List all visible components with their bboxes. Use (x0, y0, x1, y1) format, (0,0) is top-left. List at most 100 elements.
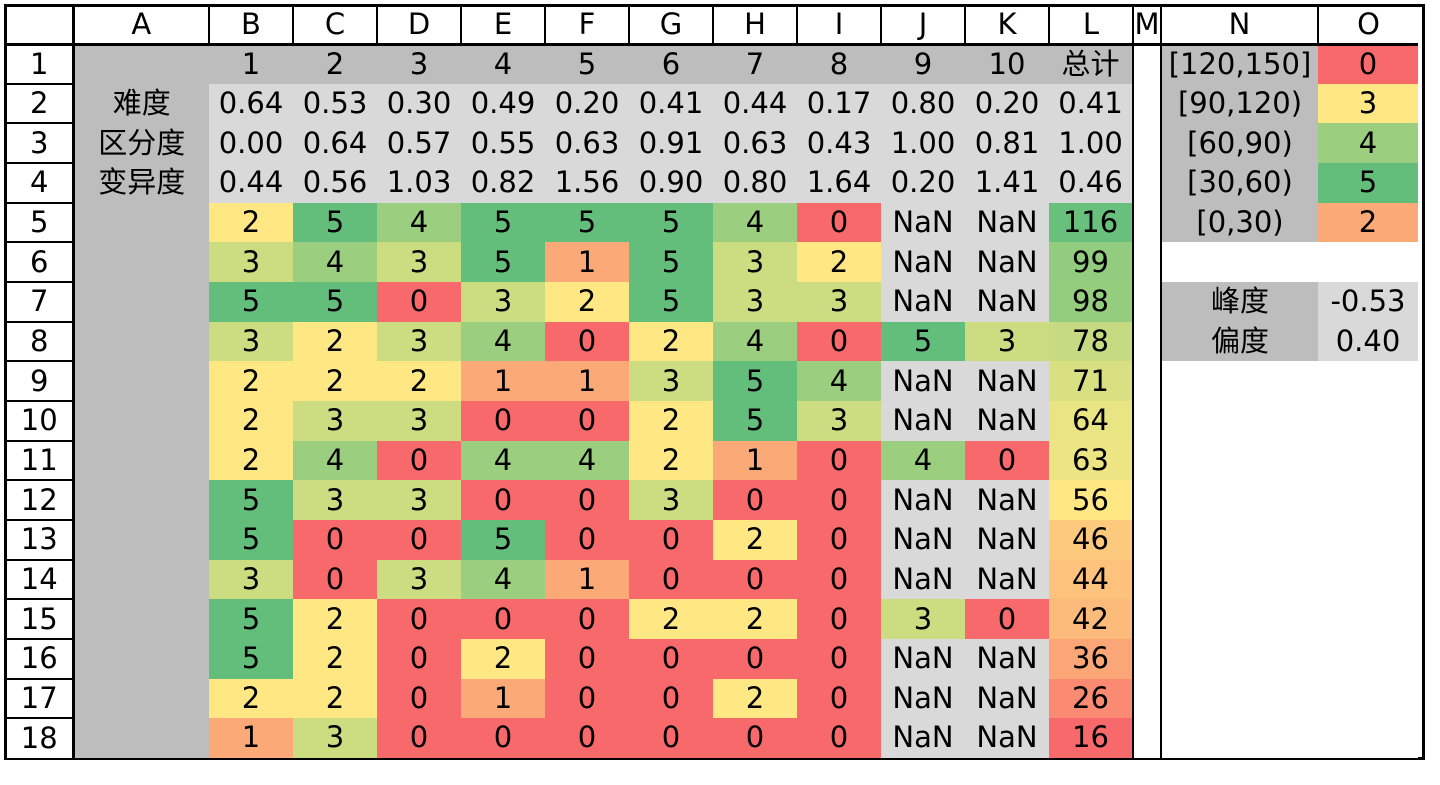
stat-cell[interactable]: 0.55 (461, 123, 545, 163)
score-cell[interactable]: 2 (629, 321, 713, 362)
score-cell[interactable]: 4 (713, 202, 797, 243)
cell[interactable] (1132, 242, 1162, 282)
question-number-cell[interactable]: 10 (965, 44, 1049, 84)
cell[interactable] (1132, 678, 1162, 719)
score-cell[interactable]: 0 (797, 440, 881, 481)
score-cell[interactable]: 2 (293, 678, 377, 719)
skewness-value-cell[interactable]: 0.40 (1318, 321, 1418, 362)
score-cell[interactable]: NaN (881, 559, 965, 600)
stat-cell[interactable]: 0.30 (377, 83, 461, 124)
score-cell[interactable]: 4 (881, 440, 965, 481)
cell[interactable] (1132, 638, 1162, 679)
score-cell[interactable]: 5 (461, 519, 545, 560)
score-cell[interactable]: 0 (629, 678, 713, 719)
row-header[interactable]: 4 (7, 161, 75, 203)
cell[interactable] (1132, 162, 1162, 203)
cell[interactable] (1132, 440, 1162, 481)
score-cell[interactable]: 2 (209, 400, 293, 441)
cell[interactable] (1132, 480, 1162, 520)
cell[interactable] (73, 321, 209, 362)
score-cell[interactable]: NaN (881, 718, 965, 758)
cell[interactable] (1161, 400, 1318, 441)
score-cell[interactable]: 5 (209, 519, 293, 560)
score-cell[interactable]: NaN (965, 519, 1049, 560)
cell[interactable] (73, 361, 209, 401)
row-header[interactable]: 11 (7, 439, 75, 481)
cell[interactable] (1318, 718, 1418, 758)
score-cell[interactable]: 4 (293, 440, 377, 481)
cell[interactable] (73, 440, 209, 481)
cell[interactable] (73, 242, 209, 282)
total-cell[interactable]: 71 (1049, 361, 1133, 401)
column-header-F[interactable]: F (544, 7, 629, 46)
stat-cell[interactable]: 0.57 (377, 123, 461, 163)
score-cell[interactable]: 0 (797, 718, 881, 758)
score-cell[interactable]: 5 (881, 321, 965, 362)
stat-cell[interactable]: 1.03 (377, 162, 461, 203)
score-cell[interactable]: 0 (713, 638, 797, 679)
total-cell[interactable]: 56 (1049, 480, 1133, 520)
score-cell[interactable]: 2 (293, 599, 377, 639)
cell[interactable] (1132, 599, 1162, 639)
range-count-cell[interactable]: 2 (1318, 202, 1418, 243)
cell[interactable] (1318, 599, 1418, 639)
score-cell[interactable]: 4 (377, 202, 461, 243)
score-cell[interactable]: 4 (293, 242, 377, 282)
score-cell[interactable]: NaN (965, 718, 1049, 758)
stat-cell[interactable]: 0.91 (629, 123, 713, 163)
score-cell[interactable]: 0 (629, 638, 713, 679)
total-cell[interactable]: 42 (1049, 599, 1133, 639)
score-cell[interactable]: 4 (713, 321, 797, 362)
stat-label-cell[interactable]: 难度 (73, 83, 209, 124)
score-cell[interactable]: 3 (377, 400, 461, 441)
score-cell[interactable]: 0 (377, 440, 461, 481)
column-header-O[interactable]: O (1317, 7, 1418, 46)
cell[interactable] (1318, 242, 1418, 282)
score-cell[interactable]: 2 (629, 440, 713, 481)
cell[interactable] (73, 599, 209, 639)
score-cell[interactable]: 0 (629, 559, 713, 600)
score-cell[interactable]: 3 (629, 480, 713, 520)
score-cell[interactable]: 0 (461, 480, 545, 520)
stat-cell[interactable]: 0.41 (1049, 83, 1133, 124)
question-number-cell[interactable]: 2 (293, 44, 377, 84)
score-cell[interactable]: 0 (545, 519, 629, 560)
score-cell[interactable]: 5 (629, 202, 713, 243)
stat-cell[interactable]: 1.56 (545, 162, 629, 203)
range-label-cell[interactable]: [90,120) (1161, 83, 1318, 124)
cell[interactable] (1132, 559, 1162, 600)
score-cell[interactable]: 0 (797, 599, 881, 639)
total-cell[interactable]: 116 (1049, 202, 1133, 243)
score-cell[interactable]: 3 (881, 599, 965, 639)
column-header-E[interactable]: E (460, 7, 545, 46)
range-label-cell[interactable]: [120,150] (1161, 44, 1318, 84)
stat-label-cell[interactable]: 区分度 (73, 123, 209, 163)
score-cell[interactable]: 3 (797, 400, 881, 441)
score-cell[interactable]: 2 (629, 599, 713, 639)
score-cell[interactable]: 3 (797, 281, 881, 322)
score-cell[interactable]: 5 (293, 202, 377, 243)
row-header[interactable]: 14 (7, 558, 75, 600)
stat-cell[interactable]: 0.44 (209, 162, 293, 203)
row-header[interactable]: 15 (7, 598, 75, 639)
score-cell[interactable]: 0 (797, 638, 881, 679)
score-cell[interactable]: 3 (377, 480, 461, 520)
score-cell[interactable]: NaN (965, 480, 1049, 520)
stat-cell[interactable]: 0.63 (545, 123, 629, 163)
cell[interactable] (1132, 361, 1162, 401)
score-cell[interactable]: 0 (377, 519, 461, 560)
score-cell[interactable]: 0 (461, 400, 545, 441)
cell[interactable] (1318, 361, 1418, 401)
total-cell[interactable]: 99 (1049, 242, 1133, 282)
score-cell[interactable]: 0 (377, 281, 461, 322)
cell[interactable] (1161, 638, 1318, 679)
row-header[interactable]: 6 (7, 241, 75, 282)
row-header[interactable]: 2 (7, 82, 75, 124)
score-cell[interactable]: 5 (293, 281, 377, 322)
stat-cell[interactable]: 0.43 (797, 123, 881, 163)
score-cell[interactable]: 3 (377, 559, 461, 600)
score-cell[interactable]: 1 (545, 242, 629, 282)
cell[interactable] (1161, 519, 1318, 560)
score-cell[interactable]: 0 (629, 718, 713, 758)
score-cell[interactable]: 2 (377, 361, 461, 401)
